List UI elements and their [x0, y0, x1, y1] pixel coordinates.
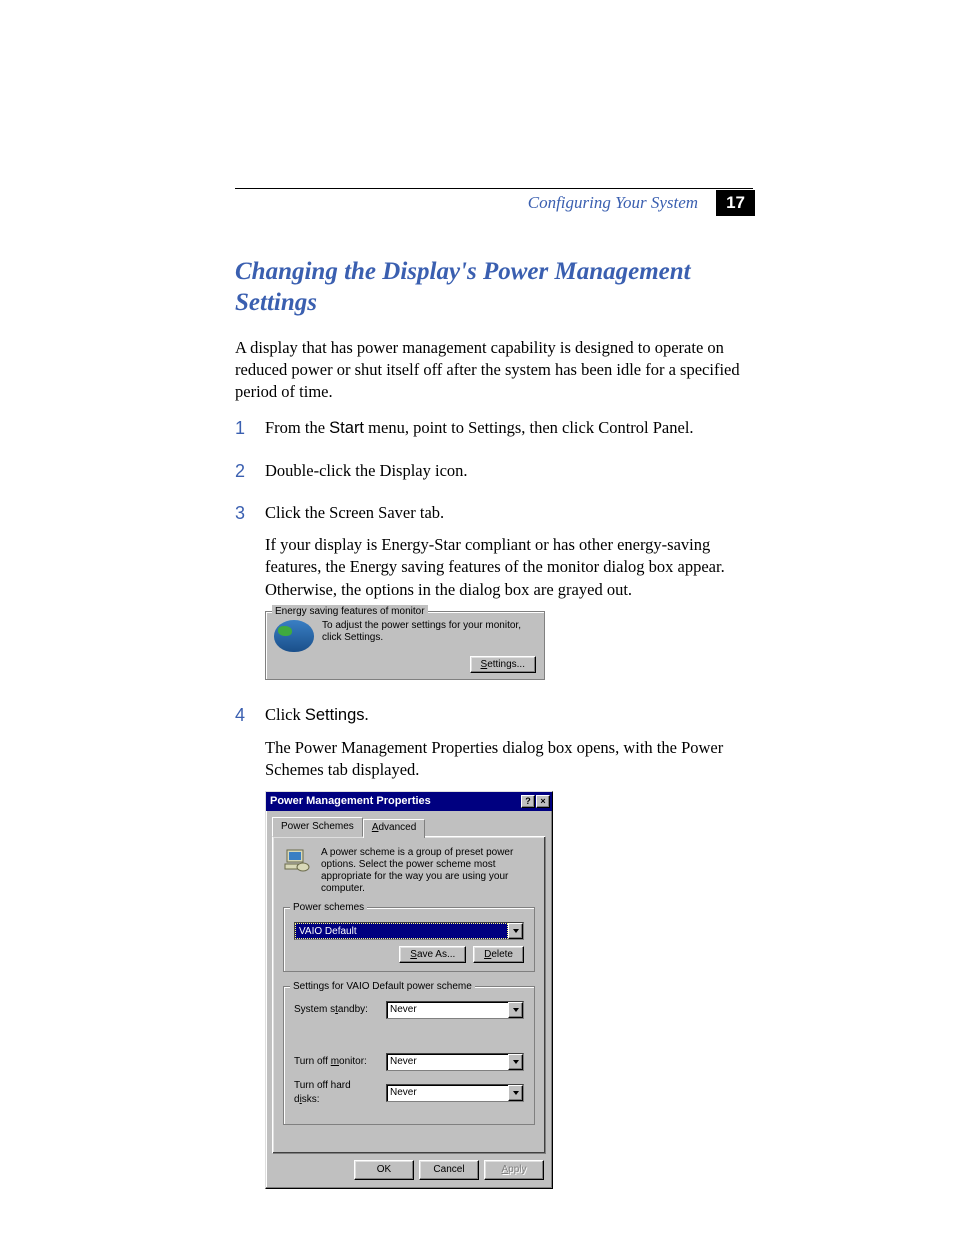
disks-combobox[interactable]: Never: [386, 1084, 524, 1102]
standby-label: System standby:: [294, 1003, 378, 1017]
monitor-row: Turn off monitor: Never: [294, 1053, 524, 1071]
step-number: 3: [235, 502, 249, 695]
header-rule: [235, 188, 753, 189]
chevron-down-icon[interactable]: [508, 923, 523, 939]
step-number: 4: [235, 704, 249, 1188]
power-management-dialog: Power Management Properties ? × Power Sc…: [265, 791, 553, 1188]
step-body: Click Settings. The Power Management Pro…: [265, 704, 755, 1188]
scheme-description: A power scheme is a group of preset powe…: [321, 847, 535, 895]
standby-value: Never: [387, 1002, 508, 1018]
disks-row: Turn off hard disks: Never: [294, 1079, 524, 1106]
page-content: Configuring Your System 17 Changing the …: [235, 190, 755, 1199]
intro-paragraph: A display that has power management capa…: [235, 337, 755, 404]
chevron-down-icon[interactable]: [508, 1002, 523, 1018]
apply-button: Apply: [484, 1160, 544, 1180]
ok-button[interactable]: OK: [354, 1160, 414, 1180]
energy-text: To adjust the power settings for your mo…: [322, 620, 536, 644]
help-button[interactable]: ?: [521, 795, 535, 808]
groupbox-legend: Energy saving features of monitor: [272, 605, 428, 619]
energy-star-icon: [274, 620, 314, 652]
scheme-combobox[interactable]: VAIO Default: [294, 922, 524, 940]
step-text: menu, point to Settings, then click Cont…: [364, 418, 694, 437]
power-scheme-icon: [283, 847, 311, 875]
dialog-title: Power Management Properties: [270, 794, 431, 809]
step-note: If your display is Energy-Star compliant…: [265, 534, 755, 601]
standby-row: System standby: Never: [294, 1001, 524, 1019]
step-text: .: [365, 705, 369, 724]
page-title: Changing the Display's Power Management …: [235, 256, 755, 319]
step-body: Click the Screen Saver tab. If your disp…: [265, 502, 755, 695]
step-1: 1 From the Start menu, point to Settings…: [235, 417, 755, 449]
start-menu-label: Start: [329, 419, 364, 437]
step-3: 3 Click the Screen Saver tab. If your di…: [235, 502, 755, 695]
step-text: From the: [265, 418, 329, 437]
step-2: 2 Double-click the Display icon.: [235, 460, 755, 492]
energy-saving-groupbox: Energy saving features of monitor To adj…: [265, 611, 545, 681]
tab-panel: A power scheme is a group of preset powe…: [272, 836, 546, 1155]
tab-strip: Power Schemes Advanced: [266, 811, 552, 836]
disks-label: Turn off hard disks:: [294, 1079, 378, 1106]
titlebar[interactable]: Power Management Properties ? ×: [266, 792, 552, 811]
dialog-button-row: OK Cancel Apply: [266, 1160, 552, 1188]
standby-combobox[interactable]: Never: [386, 1001, 524, 1019]
chevron-down-icon[interactable]: [508, 1054, 523, 1070]
close-button[interactable]: ×: [536, 795, 550, 808]
step-number: 1: [235, 417, 249, 449]
save-as-button[interactable]: Save As...: [399, 946, 466, 963]
power-schemes-group: Power schemes VAIO Default Save As... De…: [283, 907, 535, 973]
tab-advanced[interactable]: Advanced: [363, 819, 425, 838]
chevron-down-icon[interactable]: [508, 1085, 523, 1101]
scheme-selected: VAIO Default: [295, 923, 508, 939]
settings-label: Settings: [305, 706, 365, 724]
section-title: Configuring Your System: [528, 193, 698, 213]
step-text: Double-click the Display icon.: [265, 460, 755, 482]
tab-power-schemes[interactable]: Power Schemes: [272, 817, 363, 837]
scheme-settings-group: Settings for VAIO Default power scheme S…: [283, 986, 535, 1125]
step-4: 4 Click Settings. The Power Management P…: [235, 704, 755, 1188]
settings-button[interactable]: Settings...: [470, 656, 536, 673]
group-legend: Settings for VAIO Default power scheme: [290, 980, 475, 994]
monitor-label: Turn off monitor:: [294, 1055, 378, 1069]
step-text: Click: [265, 705, 305, 724]
delete-button[interactable]: Delete: [473, 946, 524, 963]
running-header: Configuring Your System 17: [235, 190, 755, 216]
step-body: Double-click the Display icon.: [265, 460, 755, 492]
step-body: From the Start menu, point to Settings, …: [265, 417, 755, 449]
cancel-button[interactable]: Cancel: [419, 1160, 479, 1180]
monitor-combobox[interactable]: Never: [386, 1053, 524, 1071]
group-legend: Power schemes: [290, 901, 367, 915]
step-list: 1 From the Start menu, point to Settings…: [235, 417, 755, 1188]
disks-value: Never: [387, 1085, 508, 1101]
button-label: ettings...: [487, 659, 525, 670]
step-number: 2: [235, 460, 249, 492]
step-text: Click the Screen Saver tab.: [265, 502, 755, 524]
monitor-value: Never: [387, 1054, 508, 1070]
page-number: 17: [716, 190, 755, 216]
step-note: The Power Management Properties dialog b…: [265, 737, 755, 782]
